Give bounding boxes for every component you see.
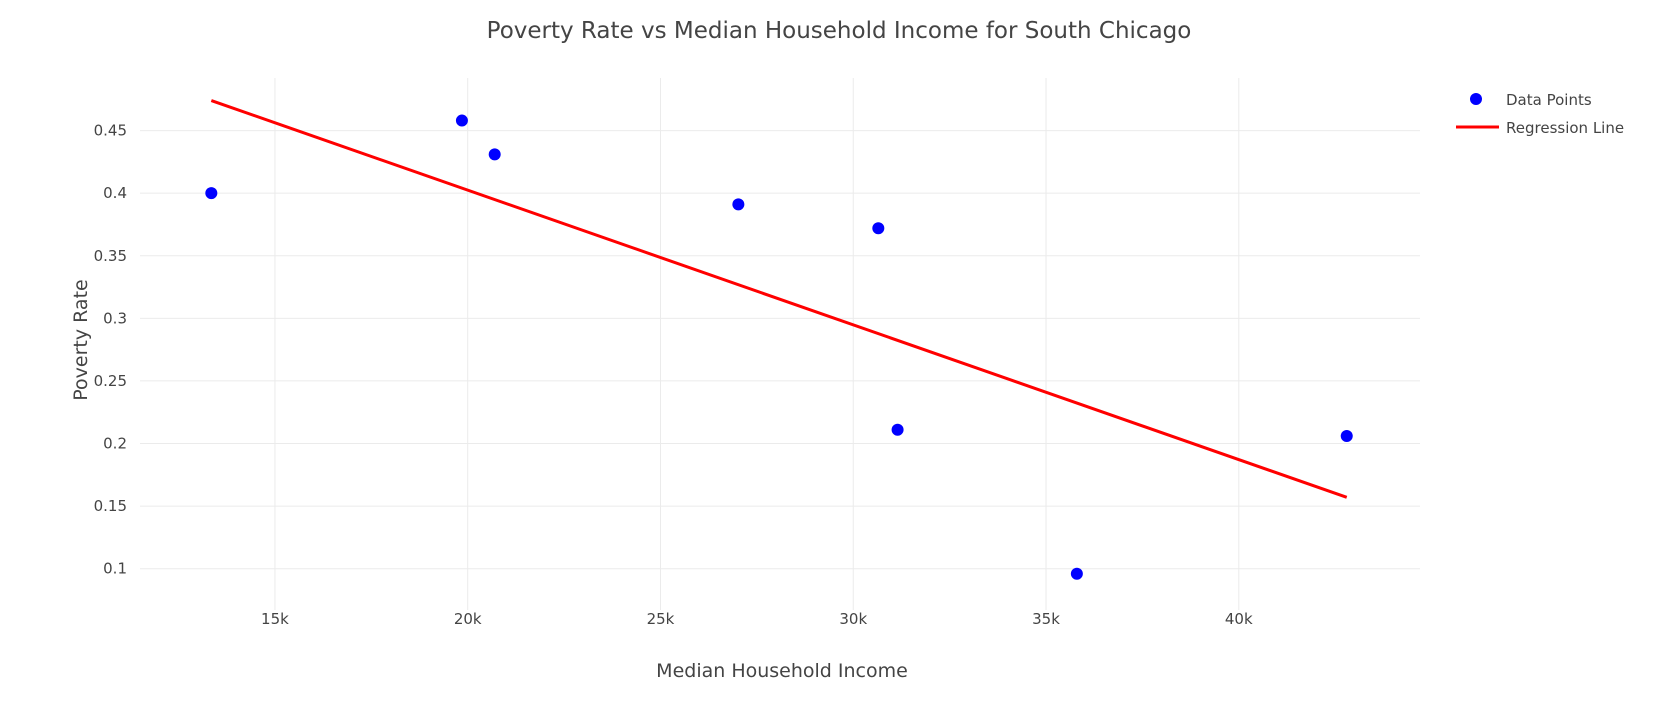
x-tick-label: 30k	[839, 610, 867, 628]
x-tick-label: 40k	[1225, 610, 1253, 628]
legend-item-regression-line[interactable]: Regression Line	[1456, 119, 1624, 137]
legend-label-data-points: Data Points	[1506, 91, 1592, 109]
y-tick-label: 0.4	[103, 184, 127, 202]
legend[interactable]: Data Points Regression Line	[1456, 91, 1624, 137]
x-tick-label: 15k	[261, 610, 289, 628]
y-tick-label: 0.45	[94, 122, 127, 140]
data-point[interactable]	[1340, 430, 1353, 443]
data-point[interactable]	[488, 148, 501, 161]
y-axis-title: Poverty Rate	[70, 279, 92, 400]
data-point[interactable]	[1070, 567, 1083, 580]
regression-line	[210, 99, 1348, 499]
regression-layer	[210, 99, 1348, 499]
legend-item-data-points[interactable]: Data Points	[1470, 91, 1592, 109]
data-point[interactable]	[872, 222, 885, 235]
x-axis-title: Median Household Income	[656, 660, 908, 682]
y-tick-label: 0.1	[103, 560, 127, 578]
data-point[interactable]	[891, 423, 904, 436]
x-tick-label: 25k	[647, 610, 675, 628]
x-tick-label: 35k	[1032, 610, 1060, 628]
y-tick-label: 0.2	[103, 435, 127, 453]
y-tick-label: 0.35	[94, 247, 127, 265]
points-layer	[205, 114, 1353, 580]
data-point[interactable]	[455, 114, 468, 127]
data-point[interactable]	[732, 198, 745, 211]
x-tick-labels: 15k 20k 25k 30k 35k 40k	[261, 610, 1253, 628]
data-point[interactable]	[205, 187, 218, 200]
x-tick-label: 20k	[454, 610, 482, 628]
legend-label-regression-line: Regression Line	[1506, 119, 1624, 137]
y-tick-label: 0.15	[94, 497, 127, 515]
chart-title: Poverty Rate vs Median Household Income …	[487, 18, 1192, 44]
y-tick-labels: 0.1 0.15 0.2 0.25 0.3 0.35 0.4 0.45	[94, 122, 127, 578]
y-tick-label: 0.3	[103, 309, 127, 327]
grid-layer	[140, 78, 1420, 610]
y-tick-label: 0.25	[94, 372, 127, 390]
legend-marker-dot	[1470, 93, 1482, 105]
